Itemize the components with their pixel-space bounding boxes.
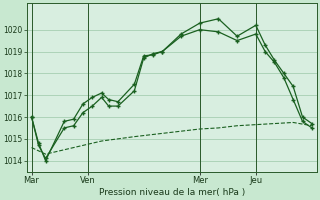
X-axis label: Pression niveau de la mer( hPa ): Pression niveau de la mer( hPa )	[99, 188, 245, 197]
